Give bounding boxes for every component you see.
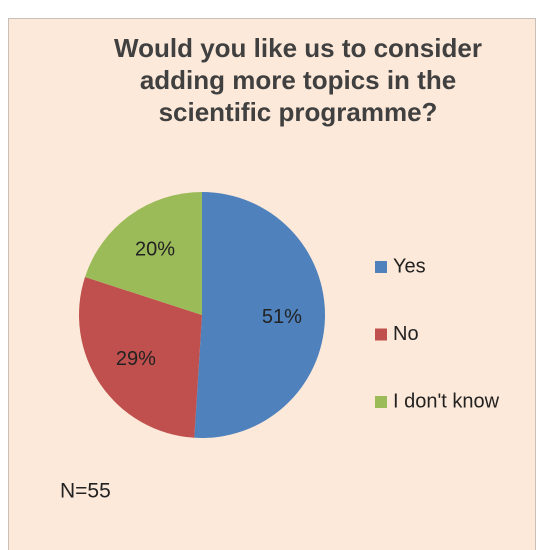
chart-title: Would you like us to consider adding mor… — [114, 33, 482, 127]
legend-swatch — [375, 396, 387, 408]
pie-slice — [85, 192, 202, 315]
legend-label: I don't know — [393, 390, 500, 412]
data-label: 51% — [262, 306, 302, 328]
legend-label: No — [393, 323, 419, 345]
legend-swatch — [375, 261, 387, 273]
annotation: N=55 — [60, 480, 111, 503]
legend-swatch — [375, 328, 387, 341]
legend-label: Yes — [393, 255, 426, 277]
pie-slice — [194, 191, 326, 438]
data-label: 29% — [116, 348, 156, 370]
data-label: 20% — [135, 239, 175, 261]
pie-slice — [79, 276, 202, 438]
